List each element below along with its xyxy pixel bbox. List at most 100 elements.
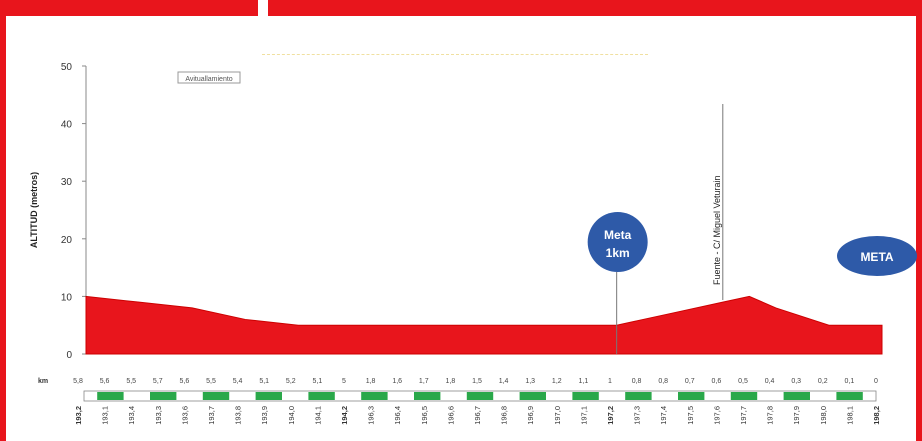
distance-label: 197,0 [553, 406, 562, 425]
distance-label: 193,8 [234, 406, 243, 425]
km-label: 5,6 [180, 378, 190, 385]
km-label: 5,2 [286, 378, 296, 385]
km-label: 1,1 [579, 378, 589, 385]
segment-block [308, 392, 335, 400]
altitude-profile-area [85, 295, 883, 355]
distance-label: 198,2 [872, 406, 881, 425]
distance-label: 197,2 [606, 406, 615, 425]
km-label: 5,8 [73, 378, 83, 385]
annotation-bubble [587, 212, 648, 272]
distance-label: 196,9 [526, 406, 535, 425]
segment-block [202, 392, 230, 400]
segment-block [519, 392, 546, 400]
km-row-title: km [38, 378, 48, 385]
km-label: 1,4 [499, 378, 509, 385]
top-red-bar-left [0, 0, 258, 16]
y-tick-label: 50 [61, 62, 73, 73]
distance-label: 193,6 [180, 406, 189, 425]
distance-label: 196,7 [473, 406, 482, 425]
segment-block [572, 392, 599, 400]
km-label: 0,8 [632, 378, 642, 385]
distance-label: 197,5 [686, 406, 695, 425]
segment-block [414, 392, 441, 400]
y-tick-label: 10 [61, 292, 73, 303]
km-label: 0,6 [712, 378, 722, 385]
title-area [262, 18, 648, 55]
distance-label: 193,1 [101, 406, 110, 425]
km-label: 0,2 [818, 378, 828, 385]
km-label: 5 [342, 378, 346, 385]
distance-label: 197,7 [739, 406, 748, 425]
segment-block [255, 392, 282, 400]
segment-block [361, 392, 388, 400]
distance-label: 196,8 [500, 406, 509, 425]
segment-block [678, 392, 705, 400]
km-label: 0 [874, 378, 878, 385]
km-label: 0,7 [685, 378, 695, 385]
annotation-label: META [860, 250, 893, 264]
segment-block [836, 392, 863, 400]
distance-label: 197,9 [792, 406, 801, 425]
distance-label: 198,1 [845, 406, 854, 425]
distance-label: 196,3 [367, 406, 376, 425]
annotation-label-2: 1km [606, 246, 630, 260]
km-label: 1 [608, 378, 612, 385]
distance-label: 197,3 [633, 406, 642, 425]
annotation-bubble [837, 236, 917, 276]
km-label: 0,5 [738, 378, 748, 385]
distance-label: 193,9 [260, 406, 269, 425]
annotation-marker: Meta 1km [587, 212, 648, 354]
distance-label: 197,1 [579, 406, 588, 425]
km-label: 1,3 [525, 378, 535, 385]
distance-label: 197,4 [659, 406, 668, 425]
distance-label: 196,6 [446, 406, 455, 425]
distance-label: 197,8 [766, 406, 775, 425]
km-label: 1,5 [472, 378, 482, 385]
km-label: 5,5 [126, 378, 136, 385]
segment-block [625, 392, 652, 400]
distance-label: 196,5 [420, 406, 429, 425]
annotation-marker: META [837, 236, 917, 276]
km-label: 0,4 [765, 378, 775, 385]
y-tick-label: 30 [61, 177, 73, 188]
vertical-annotation-label: Fuente - C/ Miguel Veturain [712, 175, 722, 285]
distance-label: 194,2 [340, 406, 349, 425]
km-label: 5,5 [206, 378, 216, 385]
distance-label: 193,7 [207, 406, 216, 425]
legend-label: Avituallamiento [185, 76, 232, 83]
distance-label: 197,6 [712, 406, 721, 425]
segment-block [97, 392, 124, 400]
distance-label: 196,4 [393, 406, 402, 425]
distance-label: 193,3 [154, 406, 163, 425]
km-label: 5,7 [153, 378, 163, 385]
km-label: 5,6 [100, 378, 110, 385]
y-tick-label: 40 [61, 120, 73, 131]
km-label: 0,8 [658, 378, 668, 385]
vertical-label-marker: Fuente - C/ Miguel Veturain [712, 104, 724, 300]
km-label: 5,4 [233, 378, 243, 385]
segment-block [783, 392, 810, 400]
km-label: 1,8 [446, 378, 456, 385]
km-label: 0,1 [845, 378, 855, 385]
legend: Avituallamiento [177, 71, 241, 84]
distance-label: 193,2 [74, 406, 83, 425]
legend-box [177, 71, 241, 84]
segment-block [466, 392, 494, 400]
km-label: 1,6 [392, 378, 402, 385]
segment-block [730, 392, 758, 400]
segment-block [150, 392, 177, 400]
y-tick-label: 0 [66, 350, 72, 361]
top-red-bar-right [268, 0, 922, 16]
distance-label: 193,4 [127, 406, 136, 425]
annotation-label: Meta [604, 228, 632, 242]
distance-label: 194,1 [313, 406, 322, 425]
km-label: 0,3 [791, 378, 801, 385]
y-tick-label: 20 [61, 235, 73, 246]
distance-label: 198,0 [819, 406, 828, 425]
km-label: 1,7 [419, 378, 429, 385]
km-label: 1,8 [366, 378, 376, 385]
distance-label: 194,0 [287, 406, 296, 425]
